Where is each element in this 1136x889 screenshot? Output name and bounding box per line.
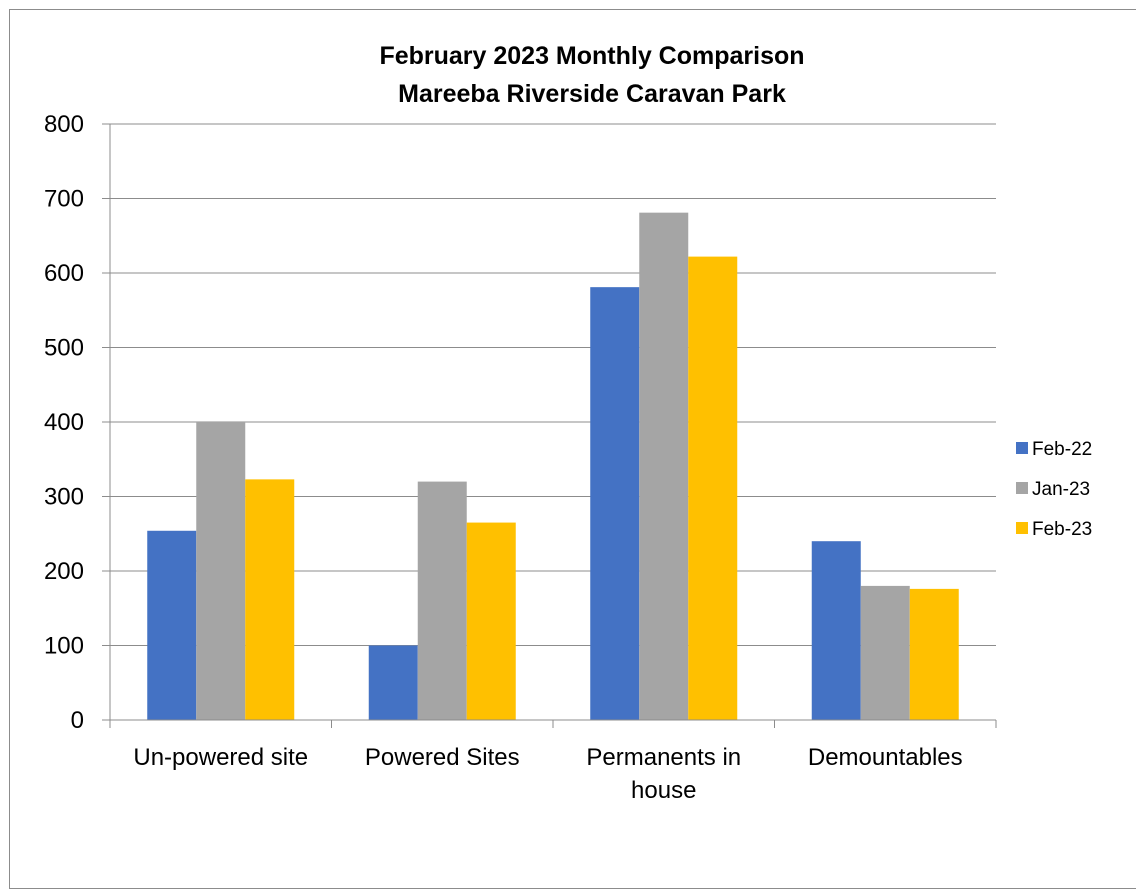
bar-feb-23-2 <box>688 256 738 720</box>
y-tick-label: 300 <box>44 484 84 511</box>
y-tick-label: 800 <box>44 111 84 138</box>
bar-jan-23-0 <box>196 422 246 720</box>
y-axis-ticks: 0 100 200 300 400 500 600 700 800 <box>44 111 110 734</box>
x-category-label: Permanents in <box>586 744 741 771</box>
bar-feb-23-0 <box>245 479 295 720</box>
y-tick-label: 200 <box>44 558 84 585</box>
bar-feb-22-0 <box>147 530 197 720</box>
x-category-label: Un-powered site <box>133 744 308 771</box>
axes <box>109 124 997 728</box>
bar-feb-22-2 <box>590 287 640 720</box>
x-axis-categories: Un-powered site Powered Sites Permanents i… <box>133 744 962 804</box>
y-tick-label: 600 <box>44 260 84 287</box>
bar-jan-23-1 <box>417 481 467 720</box>
x-category-label: house <box>631 777 696 804</box>
bar-feb-23-1 <box>466 522 516 720</box>
legend-swatch-jan-23 <box>1016 482 1028 494</box>
legend-label: Feb-23 <box>1032 519 1092 540</box>
legend-label: Feb-22 <box>1032 439 1092 460</box>
x-category-label: Demountables <box>808 744 963 771</box>
legend: Feb-22 Jan-23 Feb-23 <box>1016 439 1092 540</box>
x-category-label: Powered Sites <box>365 744 520 771</box>
y-tick-label: 700 <box>44 186 84 213</box>
bar-jan-23-3 <box>860 585 910 720</box>
chart-title-line-1: February 2023 Monthly Comparison <box>379 42 804 70</box>
y-tick-label: 500 <box>44 335 84 362</box>
y-tick-label: 0 <box>71 707 84 734</box>
legend-swatch-feb-23 <box>1016 522 1028 534</box>
legend-swatch-feb-22 <box>1016 442 1028 454</box>
legend-label: Jan-23 <box>1032 479 1090 500</box>
bars <box>147 212 959 720</box>
bar-jan-23-2 <box>639 212 689 720</box>
bar-chart: February 2023 Monthly Comparison Mareeba … <box>44 42 1092 804</box>
bar-feb-22-3 <box>811 541 861 720</box>
chart-title: February 2023 Monthly Comparison Mareeba … <box>379 42 804 108</box>
bar-feb-22-1 <box>368 645 418 720</box>
y-tick-label: 100 <box>44 633 84 660</box>
chart-title-line-2: Mareeba Riverside Caravan Park <box>398 80 786 108</box>
y-tick-label: 400 <box>44 409 84 436</box>
bar-feb-23-3 <box>909 588 959 720</box>
